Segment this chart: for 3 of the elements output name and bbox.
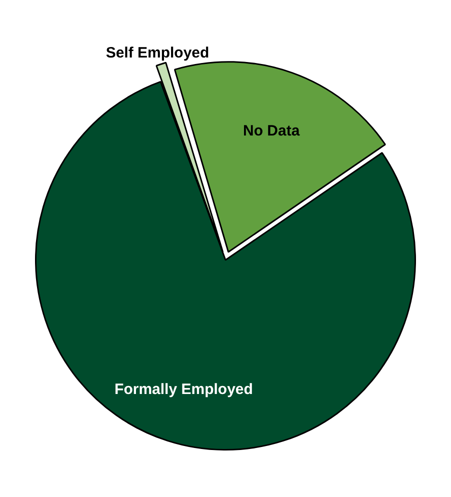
slice-label: No Data [242,122,300,140]
slice-label: Self Employed [106,44,210,62]
slice-label: Formally Employed [114,381,253,398]
